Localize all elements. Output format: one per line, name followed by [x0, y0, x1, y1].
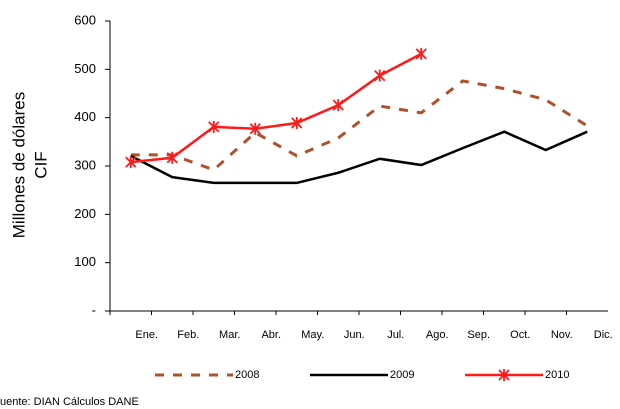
- x-tick-label: May.: [301, 329, 324, 341]
- x-tick-label: Oct.: [510, 329, 530, 341]
- x-tick-label: Dic.: [594, 329, 613, 341]
- legend-label: 2008: [235, 369, 259, 381]
- marker: [166, 151, 178, 164]
- x-tick-label: Jun.: [344, 329, 365, 341]
- marker: [291, 116, 303, 129]
- marker: [415, 47, 427, 60]
- x-tick-label: Abr.: [261, 329, 281, 341]
- y-tick-label: 500: [74, 61, 96, 76]
- marker: [249, 122, 261, 135]
- y-tick-label: -: [92, 302, 96, 317]
- series-line: [130, 130, 588, 185]
- x-tick-label: Nov.: [551, 329, 573, 341]
- marker: [125, 156, 137, 169]
- y-axis-label: Millones de dólares: [9, 92, 28, 238]
- x-tick-label: Jul.: [387, 329, 404, 341]
- x-tick-label: Mar.: [219, 329, 240, 341]
- y-tick-label: 100: [74, 254, 96, 269]
- legend-label: 2009: [390, 369, 414, 381]
- marker: [374, 69, 386, 82]
- x-tick-label: Feb.: [177, 329, 199, 341]
- marker: [332, 99, 344, 112]
- y-tick-label: 300: [74, 157, 96, 172]
- series-line: [130, 79, 589, 172]
- marker: [208, 120, 220, 133]
- legend-label: 2010: [545, 369, 569, 381]
- y-tick-label: 200: [74, 206, 96, 221]
- series-line: [130, 52, 422, 164]
- y-axis-label: CIF: [31, 151, 50, 178]
- y-tick-label: 600: [74, 12, 96, 27]
- x-tick-label: Ago.: [426, 329, 449, 341]
- marker: [498, 369, 510, 381]
- x-tick-label: Sep.: [467, 329, 490, 341]
- x-tick-label: Ene.: [135, 329, 158, 341]
- y-tick-label: 400: [74, 109, 96, 124]
- source-note: uente: DIAN Cálculos DANE: [0, 396, 139, 408]
